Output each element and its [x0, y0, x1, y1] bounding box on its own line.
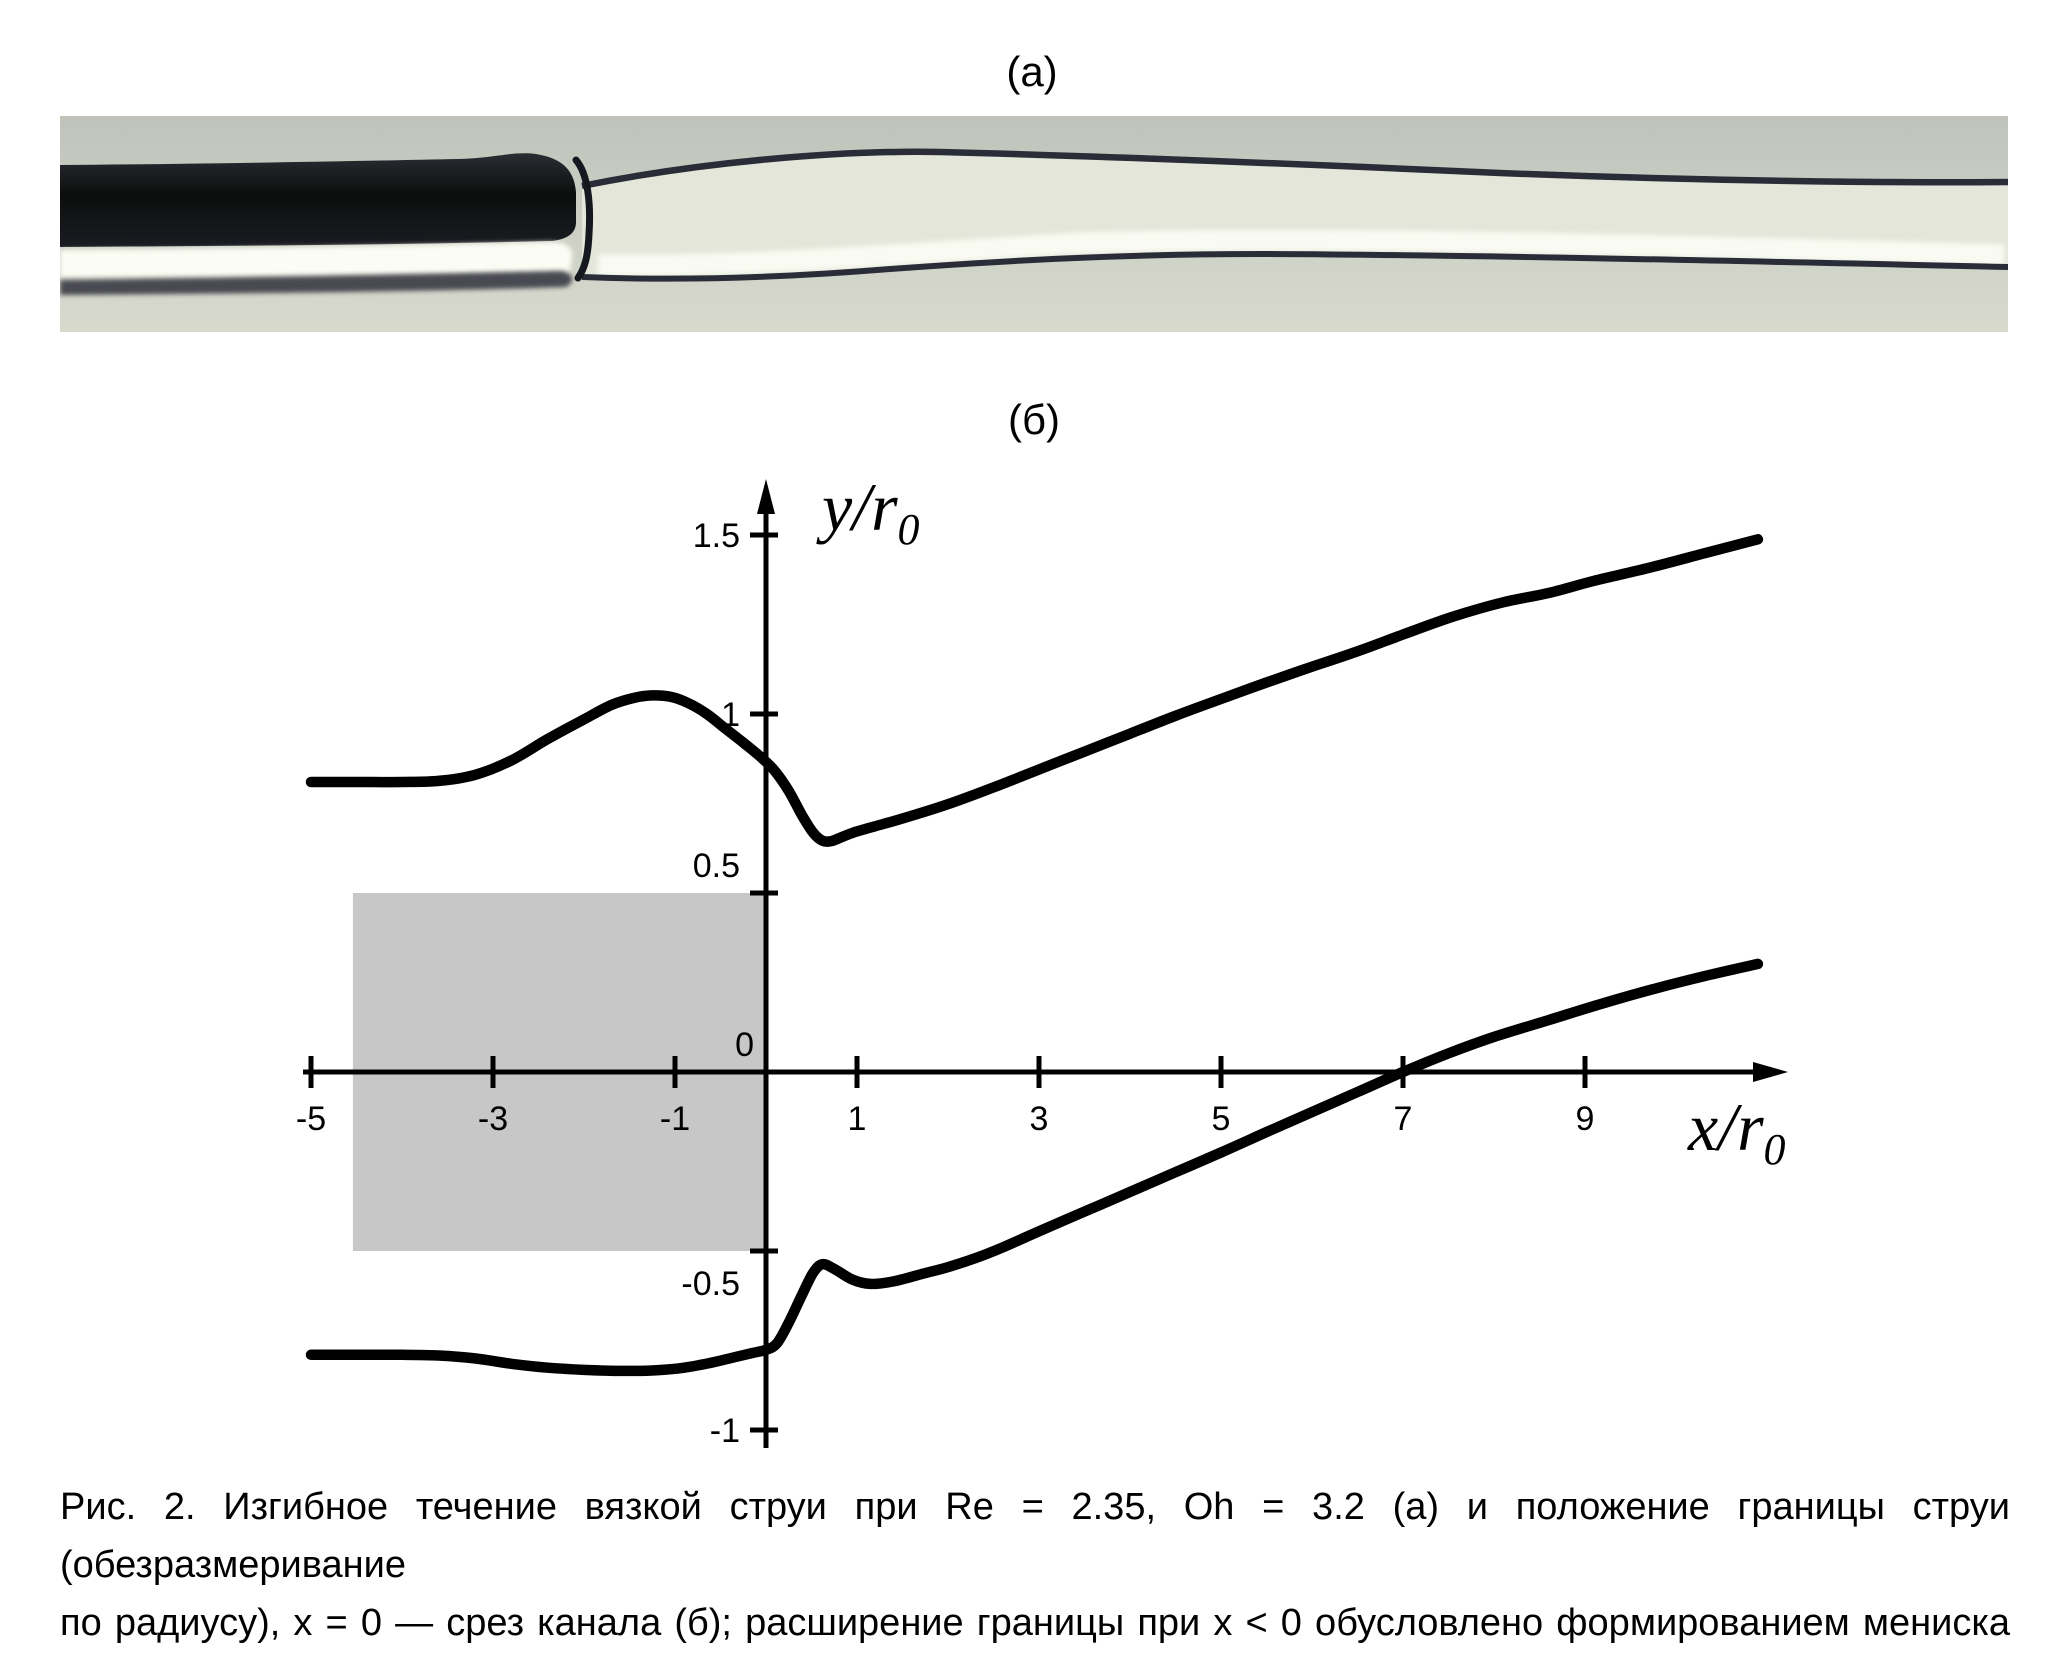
origin-label: 0 [735, 1026, 754, 1064]
caption-line: Рис. 2. Изгибное течение вязкой струи пр… [60, 1486, 2010, 1586]
photo-panel-a [60, 116, 2008, 332]
nozzle-body [60, 153, 576, 247]
y-tick-label: 0.5 [693, 847, 740, 885]
x-tick-label: 3 [1030, 1100, 1049, 1138]
x-tick-label: 9 [1576, 1100, 1595, 1138]
x-tick-label: 5 [1212, 1100, 1231, 1138]
y-tick-label: -0.5 [681, 1265, 740, 1303]
nozzle-lower-edge [60, 271, 573, 295]
jet-upper-edge [581, 148, 2008, 190]
panel-a-label: (а) [1006, 48, 1058, 95]
y-axis-arrow [757, 479, 775, 514]
x-tick-label: 7 [1394, 1100, 1413, 1138]
upper-jet-boundary [305, 534, 1764, 847]
x-tick-label: -3 [478, 1100, 508, 1138]
figure-caption: Рис. 2. Изгибное течение вязкой струи пр… [60, 1478, 2010, 1656]
y-tick-label: -1 [710, 1412, 740, 1450]
panel-b-label: (б) [1007, 396, 1061, 443]
x-axis-label: x/r0 [1687, 1089, 1786, 1174]
x-axis-arrow [1753, 1062, 1788, 1082]
y-axis-label: y/r0 [816, 469, 920, 554]
x-tick-label: -1 [660, 1100, 690, 1138]
jet-photo [60, 116, 2008, 332]
nozzle-highlight [60, 242, 573, 277]
caption-line: по радиусу), x = 0 — срез канала (б); ра… [60, 1602, 2010, 1644]
x-tick-label: 1 [848, 1100, 867, 1138]
jet-lower-edge [581, 250, 2008, 282]
jet-specular-highlight [597, 229, 2005, 276]
lower-jet-boundary [305, 958, 1764, 1377]
y-tick-label: 1.5 [693, 517, 740, 555]
meniscus-line [572, 156, 594, 282]
x-tick-label: -5 [296, 1100, 326, 1138]
